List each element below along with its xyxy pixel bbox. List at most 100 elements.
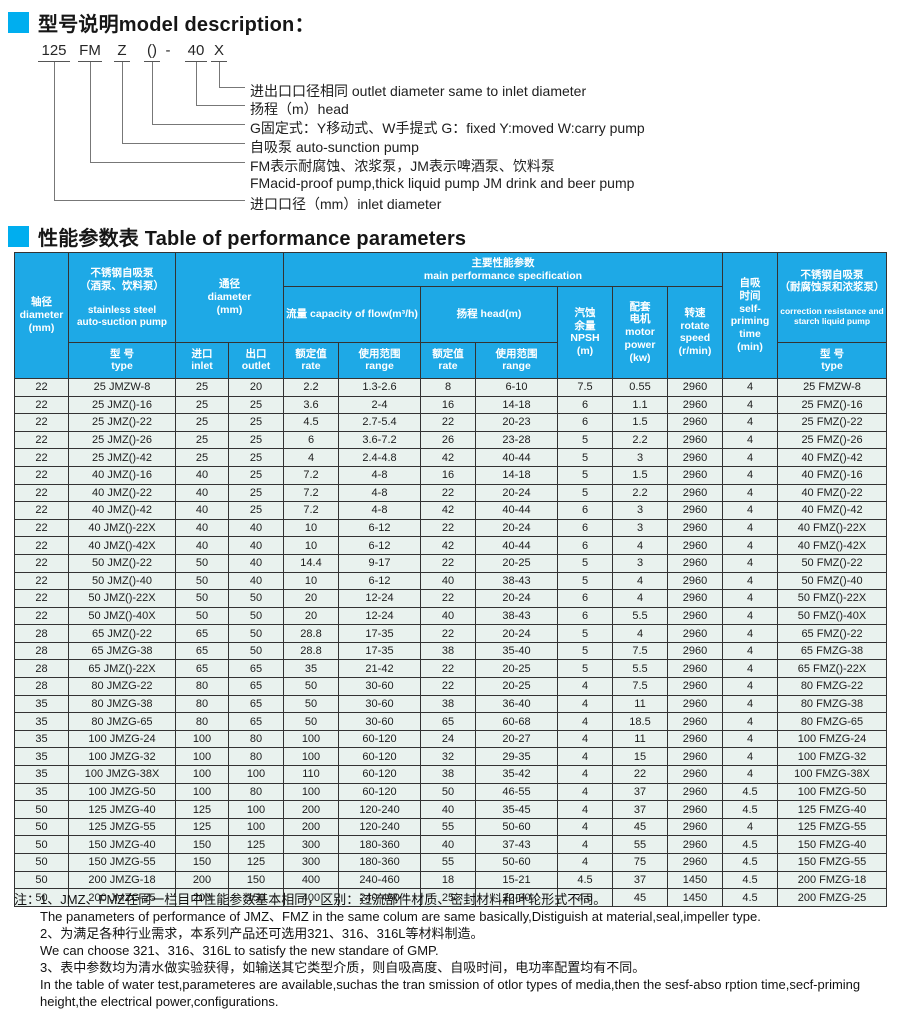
header-jmz-group-cjk: 不锈钢自吸泵 （酒泵、饮料泵） xyxy=(80,266,164,292)
table-cell: 240-460 xyxy=(338,870,421,890)
table-cell: 80 xyxy=(228,747,284,767)
table-row: 22 25 JMZ()-22 25 25 4.5 2.7-5.4 22 20-23 6 1.5 29… xyxy=(14,413,887,432)
header-flow-rate: 额定值 rate xyxy=(283,341,339,379)
table-cell: 38 xyxy=(420,765,476,784)
table-cell: 4.5 xyxy=(722,853,778,872)
table-cell: 50 xyxy=(175,553,229,573)
table-cell: 4 xyxy=(722,677,778,696)
table-cell: 100 xyxy=(228,765,284,784)
table-cell: 4 xyxy=(557,677,613,696)
table-row: 22 25 JMZ()-26 25 25 6 3.6-7.2 26 23-28 5 2.2 2960… xyxy=(14,430,887,450)
table-cell: 50 xyxy=(175,571,229,591)
table-cell: 28 xyxy=(14,624,69,643)
table-row: 22 40 JMZ()-42X 40 40 10 6-12 42 40-44 6 4 2960 4 40… xyxy=(14,536,887,555)
table-cell: 40 xyxy=(175,501,229,520)
table-cell: 18.5 xyxy=(612,712,668,731)
table-cell: 32 xyxy=(420,747,476,767)
table-cell: 50 xyxy=(14,835,69,855)
table-cell: 11 xyxy=(612,694,668,714)
table-cell: 14.4 xyxy=(283,553,339,573)
header-outlet: 出口 outlet xyxy=(228,341,284,379)
table-cell: 50 FMZ()-40X xyxy=(777,606,887,626)
table-cell: 2960 xyxy=(667,430,723,450)
table-row: 22 25 JMZ()-16 25 25 3.6 2-4 16 14-18 6 1.1 2960 4 2… xyxy=(14,395,887,415)
table-cell: 1.3-2.6 xyxy=(338,377,421,397)
table-cell: 29-35 xyxy=(475,747,558,767)
table-row: 35 100 JMZG-32 100 80 100 60-120 32 29-35 4 15 296… xyxy=(14,747,887,767)
table-cell: 22 xyxy=(420,483,476,503)
connector-line-z xyxy=(122,62,245,144)
table-row: 50 150 JMZG-40 150 125 300 180-360 40 37-43 4 55 2… xyxy=(14,835,887,855)
table-cell: 1.1 xyxy=(612,395,668,415)
table-cell: 38 xyxy=(420,694,476,714)
table-cell: 150 FMZG-40 xyxy=(777,835,887,855)
table-cell: 3 xyxy=(612,518,668,538)
cyan-square-icon xyxy=(8,12,29,33)
table-cell: 2.7-5.4 xyxy=(338,413,421,432)
table-cell: 40 xyxy=(175,518,229,538)
table-cell: 60-68 xyxy=(475,712,558,731)
table-cell: 6 xyxy=(283,430,339,450)
table-cell: 4 xyxy=(557,729,613,749)
table-cell: 16 xyxy=(420,395,476,415)
table-cell: 2.2 xyxy=(612,483,668,503)
table-cell: 200 xyxy=(175,870,229,890)
table-row: 22 50 JMZ()-40 50 40 10 6-12 40 38-43 5 4 2960 4 50 … xyxy=(14,571,887,591)
table-row: 28 65 JMZ()-22 65 50 28.8 17-35 22 20-24 5 4 2960 4… xyxy=(14,624,887,643)
header-jmz-group: 不锈钢自吸泵 （酒泵、饮料泵） stainless steel auto-suc… xyxy=(68,252,176,343)
table-cell: 22 xyxy=(420,413,476,432)
table-cell: 22 xyxy=(420,518,476,538)
table-cell: 24 xyxy=(420,729,476,749)
table-cell: 40 JMZ()-42X xyxy=(68,536,176,555)
table-cell: 2960 xyxy=(667,694,723,714)
table-cell: 17-35 xyxy=(338,641,421,661)
table-cell: 22 xyxy=(14,501,69,520)
table-cell: 42 xyxy=(420,448,476,467)
table-cell: 20-27 xyxy=(475,729,558,749)
table-cell: 40 JMZ()-42 xyxy=(68,501,176,520)
table-cell: 3 xyxy=(612,448,668,467)
table-cell: 2.4-4.8 xyxy=(338,448,421,467)
table-cell: 50 FMZ()-40 xyxy=(777,571,887,591)
table-row: 35 100 JMZG-50 100 80 100 60-120 50 46-55 4 37 296… xyxy=(14,782,887,802)
table-cell: 150 xyxy=(175,835,229,855)
table-cell: 100 JMZG-38X xyxy=(68,765,176,784)
note-line-6: In the table of water test,parameteres a… xyxy=(40,977,861,1009)
table-cell: 100 FMZG-38X xyxy=(777,765,887,784)
table-cell: 30-60 xyxy=(338,712,421,731)
table-cell: 65 xyxy=(228,694,284,714)
table-cell: 2960 xyxy=(667,536,723,555)
table-cell: 40 xyxy=(420,606,476,626)
table-cell: 2960 xyxy=(667,413,723,432)
table-cell: 80 xyxy=(228,782,284,802)
table-cell: 40 xyxy=(228,536,284,555)
table-cell: 22 xyxy=(14,430,69,450)
table-cell: 100 JMZG-50 xyxy=(68,782,176,802)
header-flow: 流量 capacity of flow(m³/h) xyxy=(283,286,421,343)
table-cell: 40 FMZ()-42 xyxy=(777,448,887,467)
table-cell: 40 xyxy=(175,483,229,503)
table-row: 22 25 JMZ()-42 25 25 4 2.4-4.8 42 40-44 5 3 2960 4 4… xyxy=(14,448,887,467)
table-cell: 35-42 xyxy=(475,765,558,784)
table-cell: 4 xyxy=(557,712,613,731)
table-cell: 6 xyxy=(557,395,613,415)
table-cell: 22 xyxy=(14,553,69,573)
notes: 注： 1、JMZ、FMZ在同一栏目中性能参数基本相同，区别：过流部件材质、密封材… xyxy=(14,891,892,1010)
table-cell: 100 xyxy=(228,800,284,819)
table-cell: 50 xyxy=(420,782,476,802)
table-cell: 65 xyxy=(420,712,476,731)
table-cell: 35-40 xyxy=(475,641,558,661)
table-cell: 4 xyxy=(612,589,668,608)
table-cell: 25 xyxy=(228,413,284,432)
header-npsh: 汽蚀 余量 NPSH (m) xyxy=(557,286,613,379)
table-cell: 40 FMZ()-16 xyxy=(777,465,887,485)
table-cell: 4 xyxy=(722,765,778,784)
table-cell: 35 xyxy=(14,782,69,802)
table-cell: 25 xyxy=(175,448,229,467)
table-cell: 38-43 xyxy=(475,571,558,591)
table-cell: 50-60 xyxy=(475,853,558,872)
table-cell: 2960 xyxy=(667,765,723,784)
table-row: 50 200 JMZG-25 200 150 400 240-460 25 22-30 4.5 4… xyxy=(14,888,887,907)
table-cell: 3 xyxy=(612,553,668,573)
table-cell: 20-25 xyxy=(475,677,558,696)
